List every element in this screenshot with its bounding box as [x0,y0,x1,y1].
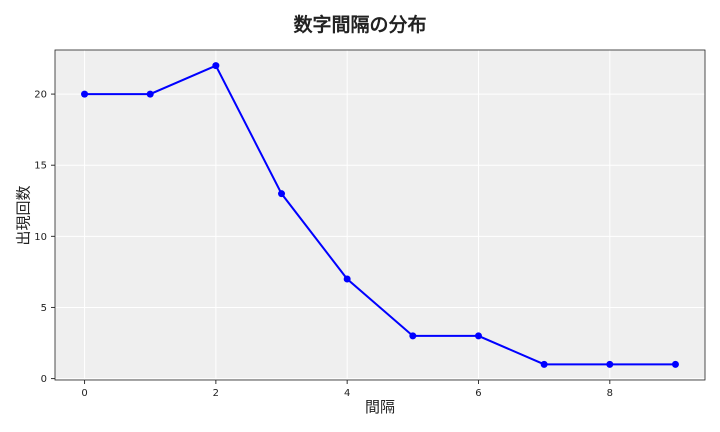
data-point [343,275,351,283]
y-tick-label: 20 [34,90,47,101]
data-point [474,332,482,340]
x-tick-label: 8 [607,388,613,399]
x-tick-label: 0 [81,388,87,399]
plot-frame [54,49,706,381]
series-line [84,64,676,366]
data-point [606,360,614,368]
y-tick-label: 10 [34,232,47,243]
data-point [278,190,286,198]
data-point [540,360,548,368]
data-point [146,90,154,98]
x-tick-label: 4 [344,388,350,399]
data-point [81,90,89,98]
data-point [671,360,679,368]
chart-title: 数字間隔の分布 [293,14,427,36]
plot-background [55,50,705,380]
y-tick-label: 5 [41,303,47,314]
x-axis-label: 間隔 [364,398,395,416]
y-tick-label: 0 [41,374,47,385]
x-tick-label: 6 [475,388,481,399]
y-tick-label: 15 [34,161,47,172]
data-point [212,62,220,70]
x-tick-label: 2 [213,388,219,399]
data-point [409,332,417,340]
